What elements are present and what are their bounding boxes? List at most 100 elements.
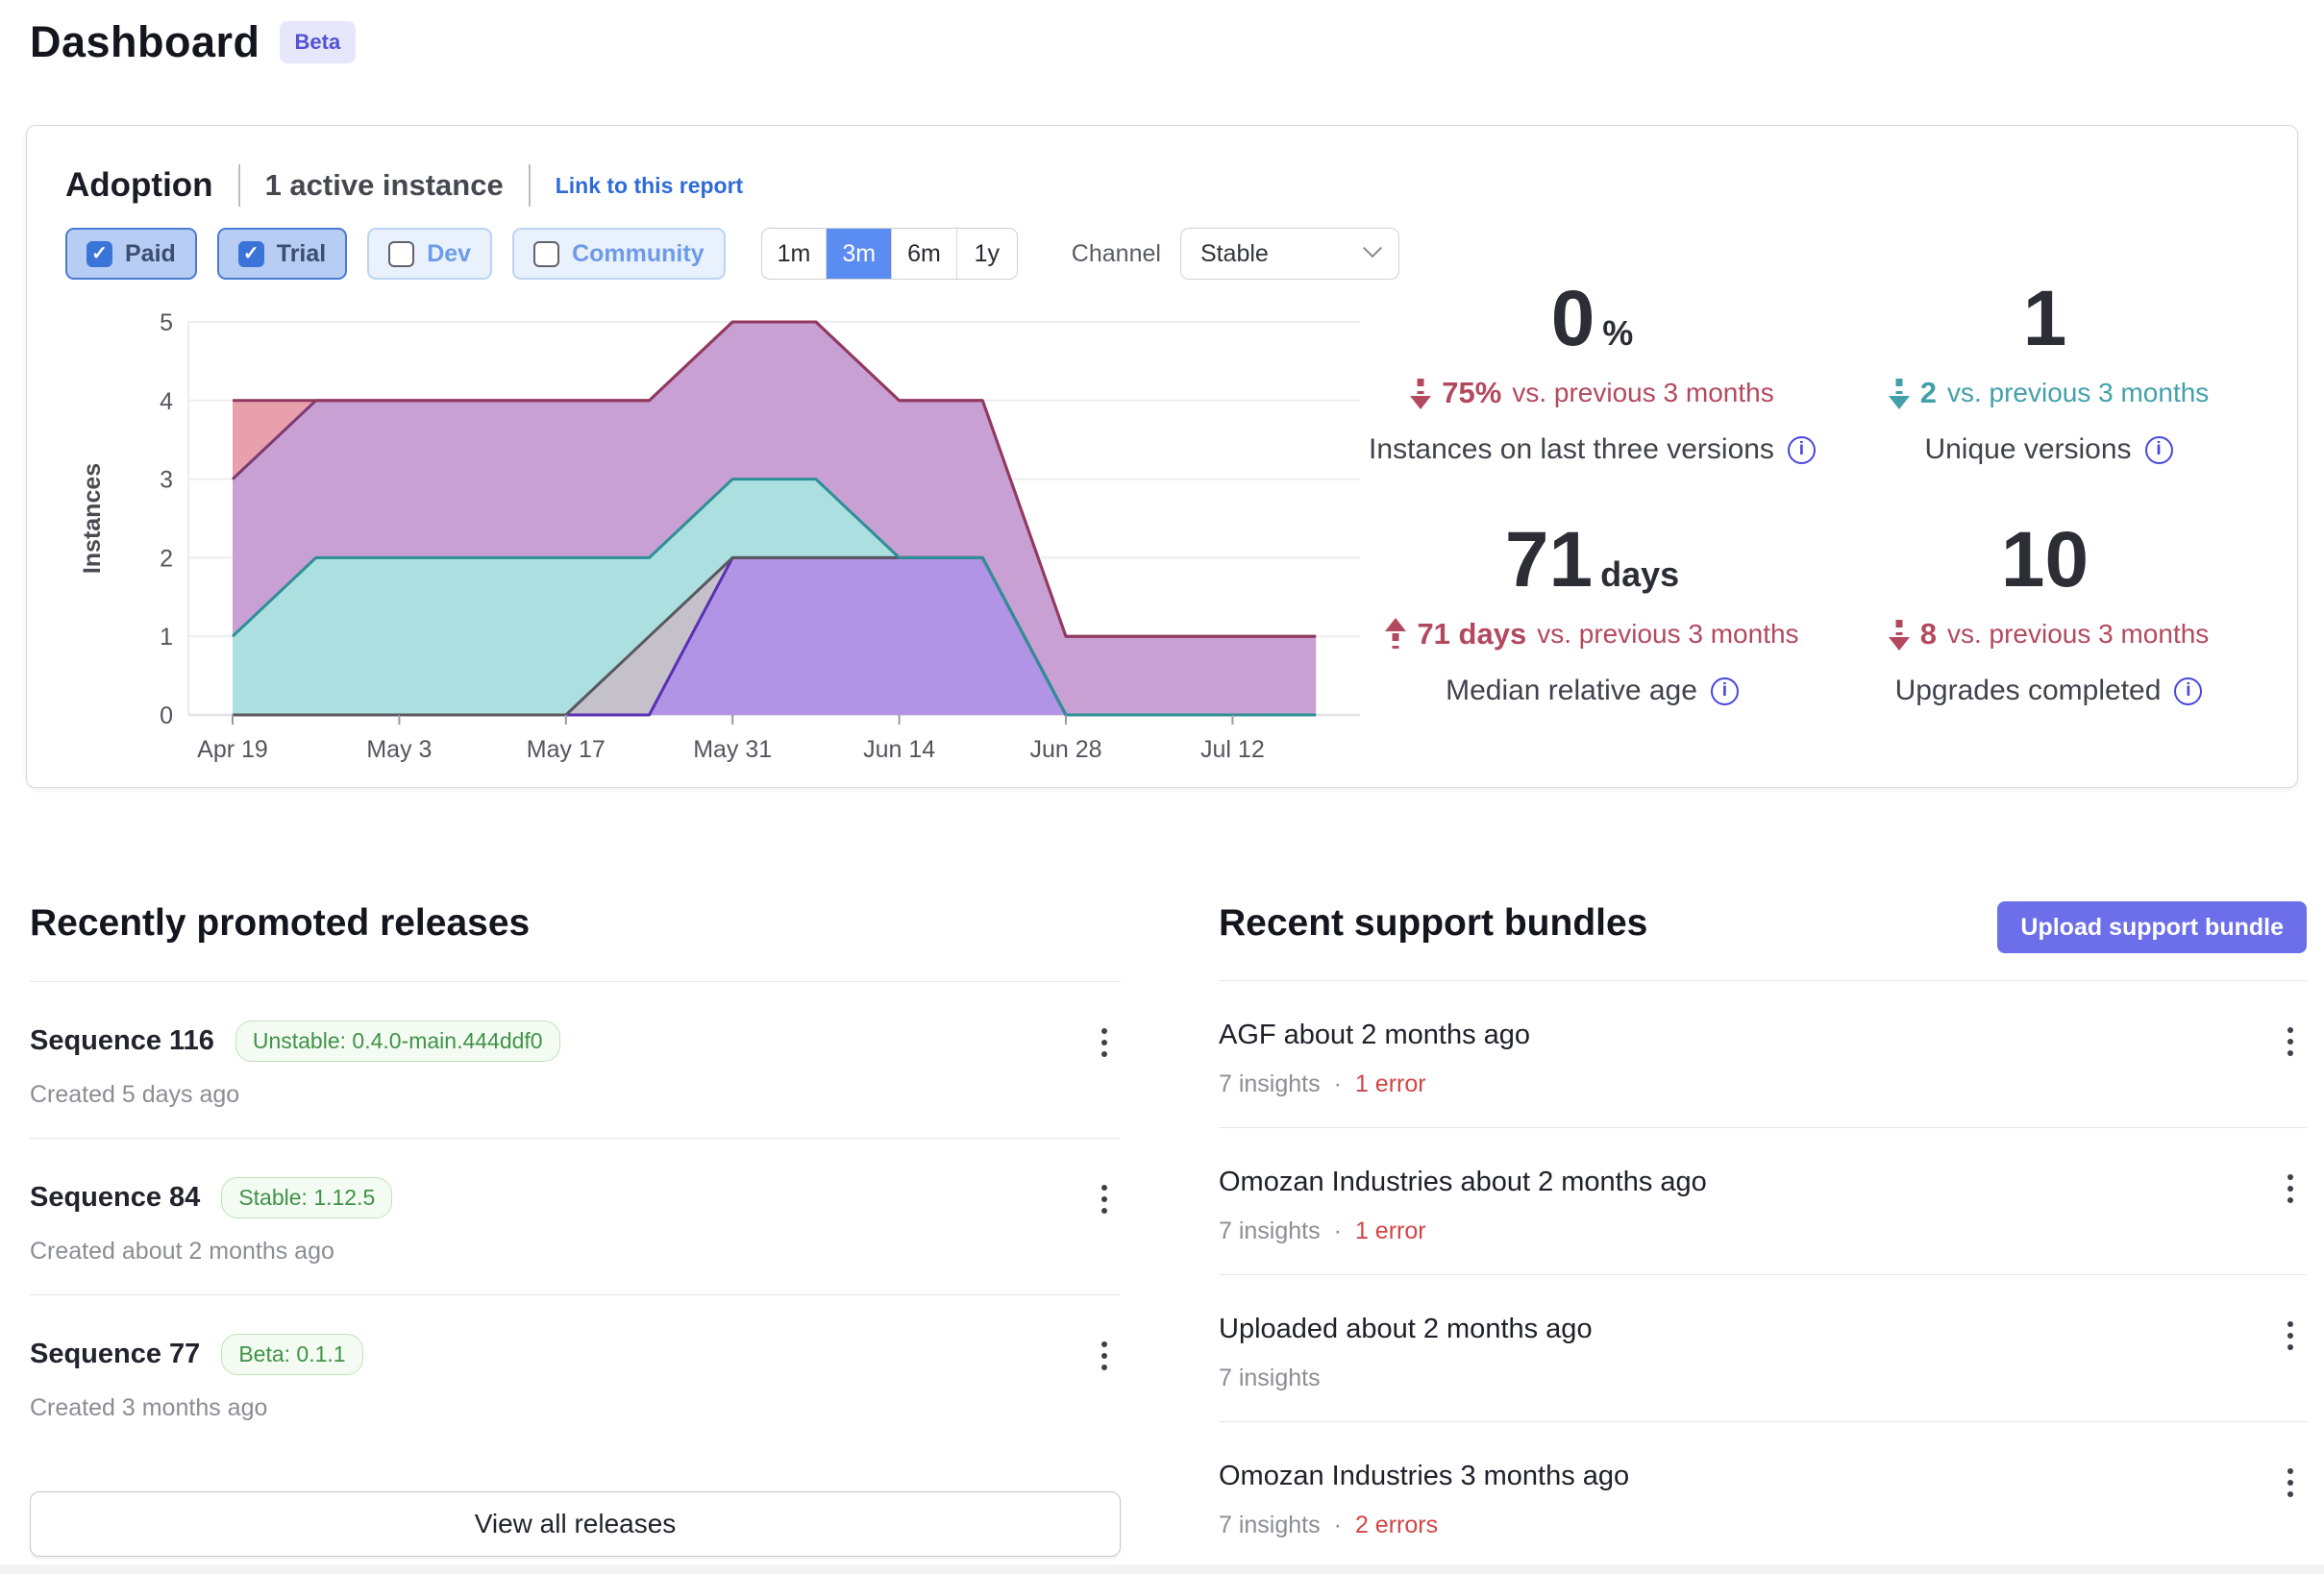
divider [1219, 1274, 2307, 1275]
svg-text:2: 2 [160, 545, 173, 572]
support-bundle-row: Omozan Industries 3 months ago 7 insight… [1219, 1422, 2307, 1568]
stat-delta: 75% vs. previous 3 months [1364, 376, 1820, 410]
stat-label: Upgrades completed i [1820, 675, 2277, 707]
stat-value: 71 days [1504, 516, 1680, 603]
svg-text:Apr 19: Apr 19 [197, 736, 268, 763]
svg-text:Jul 12: Jul 12 [1200, 736, 1265, 763]
dot-separator: · [1333, 1217, 1342, 1244]
release-channel-badge: Beta: 0.1.1 [221, 1333, 363, 1375]
trend-down-icon [1410, 379, 1432, 409]
beta-badge: Beta [279, 21, 357, 63]
range-3m[interactable]: 3m [827, 229, 893, 279]
bundle-errors: 2 errors [1354, 1512, 1439, 1538]
kebab-menu-icon[interactable] [2284, 1464, 2297, 1501]
info-icon[interactable]: i [1710, 676, 1739, 705]
kebab-menu-icon[interactable] [2284, 1170, 2297, 1207]
divider [1219, 980, 2307, 981]
kebab-menu-icon[interactable] [2284, 1317, 2297, 1354]
kebab-menu-icon[interactable] [1098, 1338, 1111, 1374]
svg-text:5: 5 [160, 309, 173, 336]
release-created: Created 5 days ago [30, 1080, 240, 1108]
checkbox-unchecked-icon: ✓ [533, 240, 560, 267]
checkbox-checked-icon: ✓ [237, 240, 264, 267]
stat-label: Instances on last three versions i [1364, 433, 1820, 466]
filter-community[interactable]: ✓ Community [512, 228, 726, 280]
support-bundle-row: Uploaded about 2 months ago 7 insights · [1219, 1275, 2307, 1421]
active-instance-count: 1 active instance [264, 168, 504, 202]
upload-support-bundle-button[interactable]: Upload support bundle [1997, 901, 2307, 953]
support-bundles-heading: Recent support bundles [1219, 902, 1648, 944]
page-header: Dashboard Beta [30, 17, 357, 67]
filter-label: Trial [276, 239, 327, 267]
svg-text:Jun 14: Jun 14 [863, 736, 935, 763]
divider [1219, 1127, 2307, 1128]
releases-heading: Recently promoted releases [30, 902, 531, 944]
stat-delta: 71 days vs. previous 3 months [1364, 617, 1820, 652]
releases-section: Recently promoted releases Sequence 116 … [30, 901, 1121, 1557]
dot-separator: · [1333, 1070, 1342, 1097]
stat-delta: 8 vs. previous 3 months [1820, 617, 2277, 652]
range-6m[interactable]: 6m [892, 229, 957, 279]
kebab-menu-icon[interactable] [1098, 1024, 1111, 1061]
page-title: Dashboard [30, 17, 260, 66]
support-bundle-row: Omozan Industries about 2 months ago 7 i… [1219, 1128, 2307, 1274]
bundle-title: Omozan Industries 3 months ago [1219, 1461, 1630, 1491]
bundle-title: AGF about 2 months ago [1219, 1020, 1531, 1050]
kebab-menu-icon[interactable] [1098, 1181, 1111, 1217]
bundle-insights: 7 insights [1219, 1365, 1321, 1391]
svg-text:Instances: Instances [79, 463, 106, 574]
divider [30, 1137, 1121, 1139]
stat-value: 1 [2022, 275, 2067, 362]
trend-up-icon [1385, 618, 1407, 649]
release-channel-badge: Unstable: 0.4.0-main.444ddf0 [235, 1020, 560, 1062]
stat-median-relative-age: 71 days 71 days vs. previous 3 months Medi… [1364, 506, 1820, 707]
filter-dev[interactable]: ✓ Dev [367, 228, 493, 280]
view-all-releases-button[interactable]: View all releases [30, 1490, 1121, 1557]
adoption-filter-row: ✓ Paid ✓ Trial ✓ Dev ✓ Community 1m 3m 6… [65, 228, 1399, 280]
svg-text:3: 3 [160, 467, 173, 494]
channel-value: Stable [1199, 239, 1269, 267]
stat-label: Median relative age i [1364, 675, 1820, 707]
filter-paid[interactable]: ✓ Paid [65, 228, 197, 280]
bundle-insights: 7 insights [1219, 1217, 1321, 1244]
divider [30, 980, 1121, 982]
release-row: Sequence 77 Beta: 0.1.1 Created 3 months… [30, 1295, 1121, 1451]
stat-value: 10 [2000, 516, 2089, 603]
support-bundles-section: Recent support bundles Upload support bu… [1219, 901, 2307, 1568]
release-sequence: Sequence 116 [30, 1024, 214, 1056]
svg-text:Jun 28: Jun 28 [1029, 736, 1101, 763]
release-sequence: Sequence 77 [30, 1338, 201, 1369]
separator [528, 164, 531, 207]
range-1y[interactable]: 1y [974, 239, 1000, 267]
bundle-insights: 7 insights [1219, 1070, 1321, 1097]
checkbox-unchecked-icon: ✓ [388, 240, 415, 267]
bundle-title: Omozan Industries about 2 months ago [1219, 1167, 1707, 1197]
info-icon[interactable]: i [2144, 435, 2173, 464]
stat-delta: 2 vs. previous 3 months [1820, 376, 2277, 410]
stat-value: 0% [1550, 275, 1634, 362]
channel-select[interactable]: Stable [1179, 228, 1399, 280]
checkbox-checked-icon: ✓ [87, 240, 112, 267]
info-icon[interactable]: i [2174, 676, 2203, 705]
bundle-errors: 1 error [1354, 1217, 1426, 1244]
trend-down-icon [1888, 379, 1910, 409]
release-created: Created 3 months ago [30, 1393, 268, 1421]
adoption-card-header: Adoption 1 active instance Link to this … [65, 164, 743, 207]
kebab-menu-icon[interactable] [2284, 1023, 2297, 1060]
svg-text:1: 1 [160, 624, 173, 651]
filter-label: Paid [125, 239, 176, 267]
range-1m[interactable]: 1m [762, 229, 828, 279]
time-range-group: 1m 3m 6m 1y [760, 228, 1018, 280]
release-row: Sequence 84 Stable: 1.12.5 Created about… [30, 1139, 1121, 1294]
stat-unique-versions: 1 2 vs. previous 3 months Unique versions… [1820, 265, 2277, 466]
next-section-edge [0, 1564, 2324, 1574]
support-bundle-row: AGF about 2 months ago 7 insights · 1 er… [1219, 981, 2307, 1127]
info-icon[interactable]: i [1787, 435, 1816, 464]
svg-text:4: 4 [160, 388, 173, 415]
release-channel-badge: Stable: 1.12.5 [221, 1176, 393, 1218]
filter-trial[interactable]: ✓ Trial [216, 228, 348, 280]
link-to-report[interactable]: Link to this report [555, 172, 744, 198]
adoption-stats: 0% 75% vs. previous 3 months Instances on… [1364, 265, 2277, 707]
stat-label: Unique versions i [1820, 433, 2277, 466]
adoption-chart: 0 1 2 3 4 5 Apr 19 May 3 May 17 May 31 Jun 14 Jun 2… [79, 309, 1360, 763]
